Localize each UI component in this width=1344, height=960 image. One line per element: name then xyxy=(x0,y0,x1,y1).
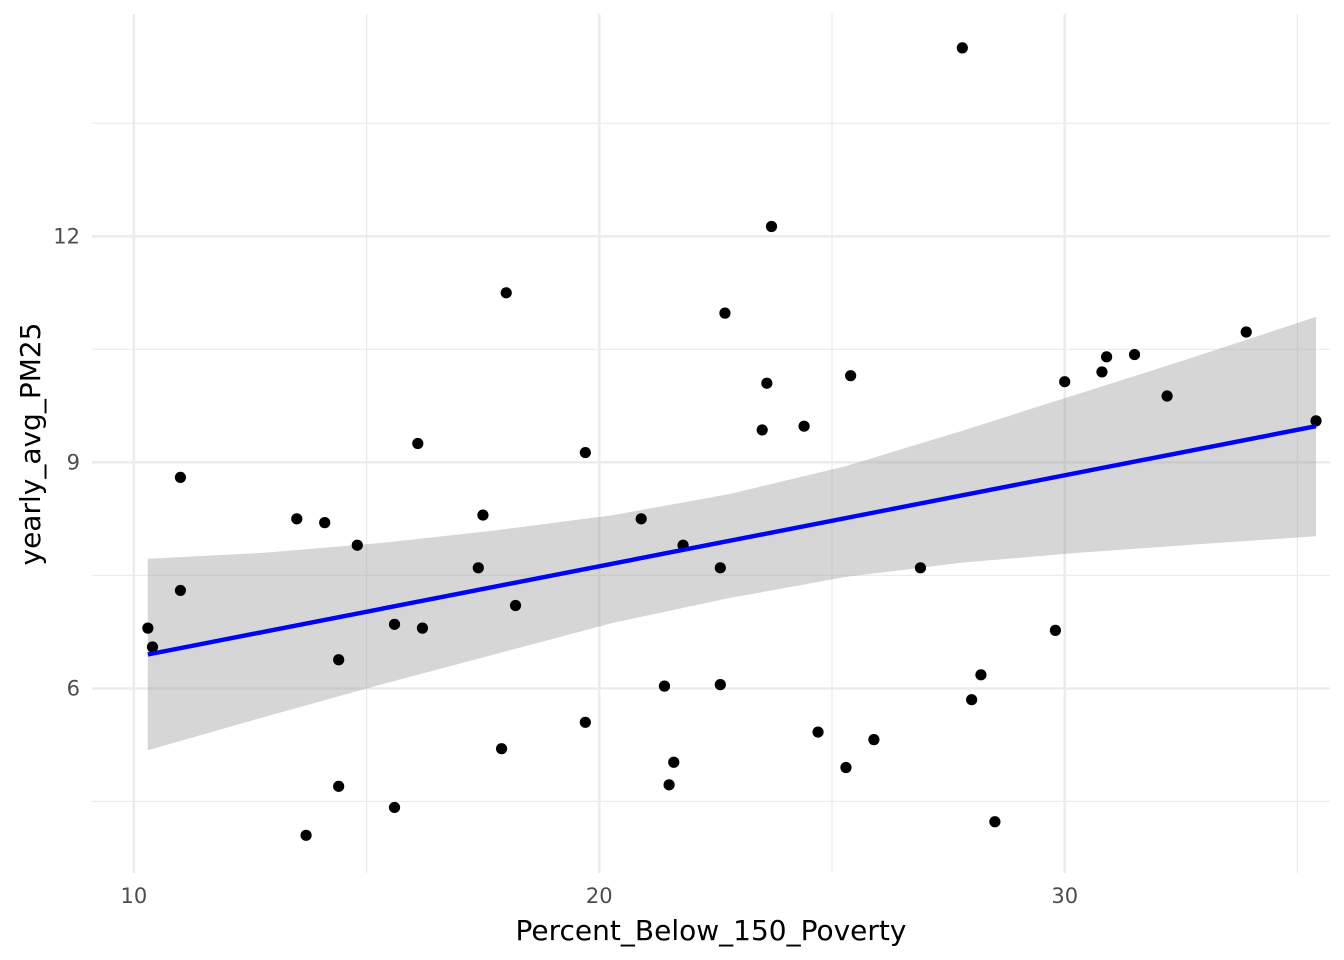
x-tick-label: 30 xyxy=(1051,884,1078,908)
x-tick-labels: 10 20 30 xyxy=(121,884,1079,908)
data-point xyxy=(579,716,591,728)
data-point xyxy=(1310,415,1322,427)
x-tick-label: 10 xyxy=(121,884,148,908)
data-point xyxy=(761,377,773,389)
y-axis-title: yearly_avg_PM25 xyxy=(14,323,47,566)
data-point xyxy=(868,734,880,746)
y-tick-label: 9 xyxy=(67,450,80,474)
data-point xyxy=(956,42,968,54)
minor-gridlines xyxy=(92,14,1330,873)
data-point xyxy=(989,816,1001,828)
data-point xyxy=(1240,326,1252,338)
data-point xyxy=(1049,624,1062,636)
y-tick-label: 12 xyxy=(53,224,80,248)
data-point xyxy=(174,584,187,597)
data-point xyxy=(472,562,484,574)
data-point xyxy=(319,517,331,529)
data-point xyxy=(388,618,401,630)
x-tick-label: 20 xyxy=(586,884,613,908)
data-point xyxy=(291,513,303,525)
data-point xyxy=(416,622,429,634)
data-point xyxy=(756,424,768,436)
data-point xyxy=(174,471,187,484)
data-points xyxy=(142,42,1322,841)
data-point xyxy=(300,829,312,841)
data-point xyxy=(765,220,778,233)
data-point xyxy=(914,562,927,574)
data-point xyxy=(333,780,345,792)
data-point xyxy=(668,756,680,768)
data-point xyxy=(495,743,508,755)
data-point xyxy=(1101,351,1113,363)
data-point xyxy=(500,287,512,299)
data-point xyxy=(840,761,852,774)
data-point xyxy=(333,654,345,666)
data-point xyxy=(798,420,810,432)
data-point xyxy=(658,680,671,692)
data-point xyxy=(1128,348,1141,361)
y-tick-labels: 6 9 12 xyxy=(53,224,80,700)
data-point xyxy=(146,641,159,653)
data-point xyxy=(1059,376,1071,388)
regression-line xyxy=(147,424,1317,657)
data-point xyxy=(579,446,591,459)
data-point xyxy=(714,679,726,691)
data-point xyxy=(1096,366,1108,378)
data-point xyxy=(142,622,154,634)
data-point xyxy=(975,669,987,681)
confidence-band xyxy=(147,316,1316,751)
data-point xyxy=(719,307,731,319)
data-point xyxy=(714,562,726,574)
data-point xyxy=(663,779,675,791)
data-point xyxy=(966,694,978,706)
data-point xyxy=(509,599,522,612)
data-point xyxy=(477,509,489,521)
data-point xyxy=(351,539,363,551)
x-axis-title: Percent_Below_150_Poverty xyxy=(516,914,907,947)
data-point xyxy=(1161,390,1173,402)
data-point xyxy=(412,437,424,450)
data-point xyxy=(845,370,857,382)
data-point xyxy=(812,726,824,738)
data-point xyxy=(388,801,401,814)
data-point xyxy=(635,513,647,525)
y-tick-label: 6 xyxy=(67,676,80,700)
